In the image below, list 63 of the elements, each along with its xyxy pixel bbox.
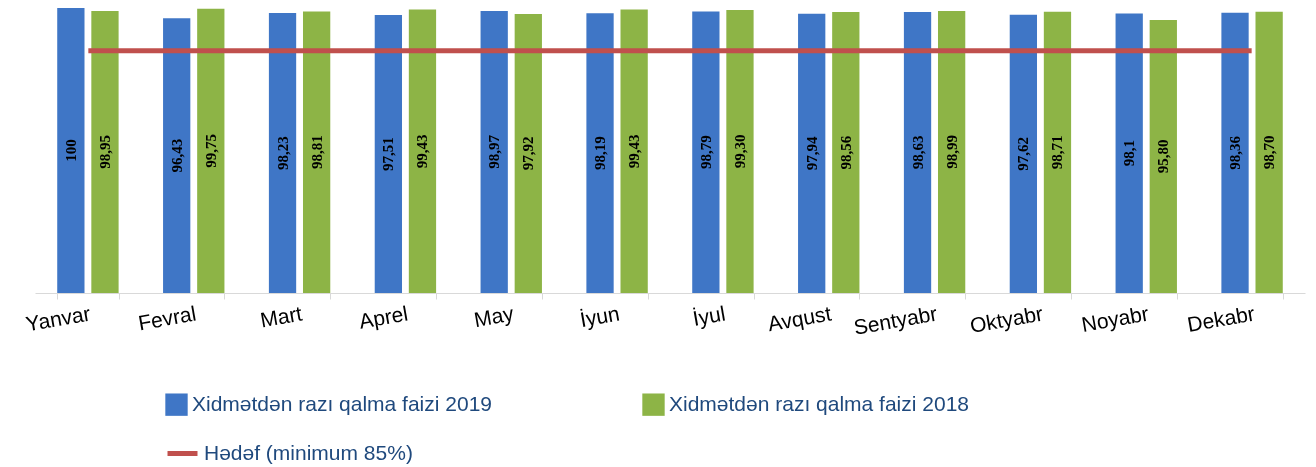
bar [408,9,437,293]
x-tick-label: İyun [578,301,622,332]
bar [514,13,542,293]
x-tick-label: Mart [258,301,304,332]
data-label: 98,79 [697,135,714,170]
data-label: 99,43 [414,134,431,169]
data-label: 96,43 [168,138,185,173]
bar [726,10,754,293]
data-label: 98,1 [1121,140,1138,167]
data-label: 98,71 [1049,135,1066,170]
x-tick-label: May [472,301,516,332]
data-label: 98,23 [274,136,291,170]
bar [268,13,297,293]
bar [1149,19,1177,293]
bar [937,10,966,293]
bar [480,10,508,293]
bar [1043,11,1072,293]
data-label: 97,62 [1015,137,1032,171]
legend-label: Xidmətdən razı qalma faizi 2019 [192,391,492,415]
x-tick-label: Avqust [766,301,834,336]
data-label: 99,30 [731,134,748,169]
bar [1221,12,1249,293]
data-label: 98,99 [943,135,960,169]
data-label: 95,80 [1155,139,1172,174]
x-tick-label: Noyabr [1079,301,1151,336]
data-label: 98,97 [486,134,503,169]
x-tick-label: Aprel [357,301,410,333]
data-label: 100 [62,139,79,162]
bar [832,12,860,293]
x-tick-label: Sentyabr [851,301,939,339]
data-label: 97,51 [380,137,397,171]
bar [692,11,720,293]
data-label: 97,94 [803,136,820,171]
x-tick-label: İyul [690,301,728,330]
x-tick-label: Yanvar [24,301,93,336]
bar [903,11,932,293]
x-tick-label: Fevral [136,301,198,335]
data-label: 98,63 [909,135,926,170]
data-label: 98,70 [1261,135,1278,170]
data-label: 98,19 [592,136,609,170]
bar [57,8,85,293]
data-label: 99,75 [202,133,219,168]
bar [302,11,331,293]
data-label: 98,56 [837,135,854,170]
bar [91,10,119,293]
data-label: 98,95 [96,135,113,169]
bar [374,15,403,293]
data-label: 98,36 [1227,135,1244,170]
bar [1115,13,1143,293]
bar [197,8,225,293]
bar [163,18,191,293]
bar [1255,11,1283,293]
bar [798,13,826,293]
bar [586,13,614,293]
legend-label: Xidmətdən razı qalma faizi 2018 [669,391,969,415]
x-tick-label: Oktyabr [968,301,1045,337]
x-tick-label: Dekabr [1185,301,1257,336]
bar [1009,14,1038,293]
data-label: 99,43 [626,134,643,169]
data-label: 97,92 [520,136,537,171]
data-label: 98,81 [308,135,325,170]
bar [620,9,648,293]
legend-label: Hədəf (minimum 85%) [204,440,413,464]
